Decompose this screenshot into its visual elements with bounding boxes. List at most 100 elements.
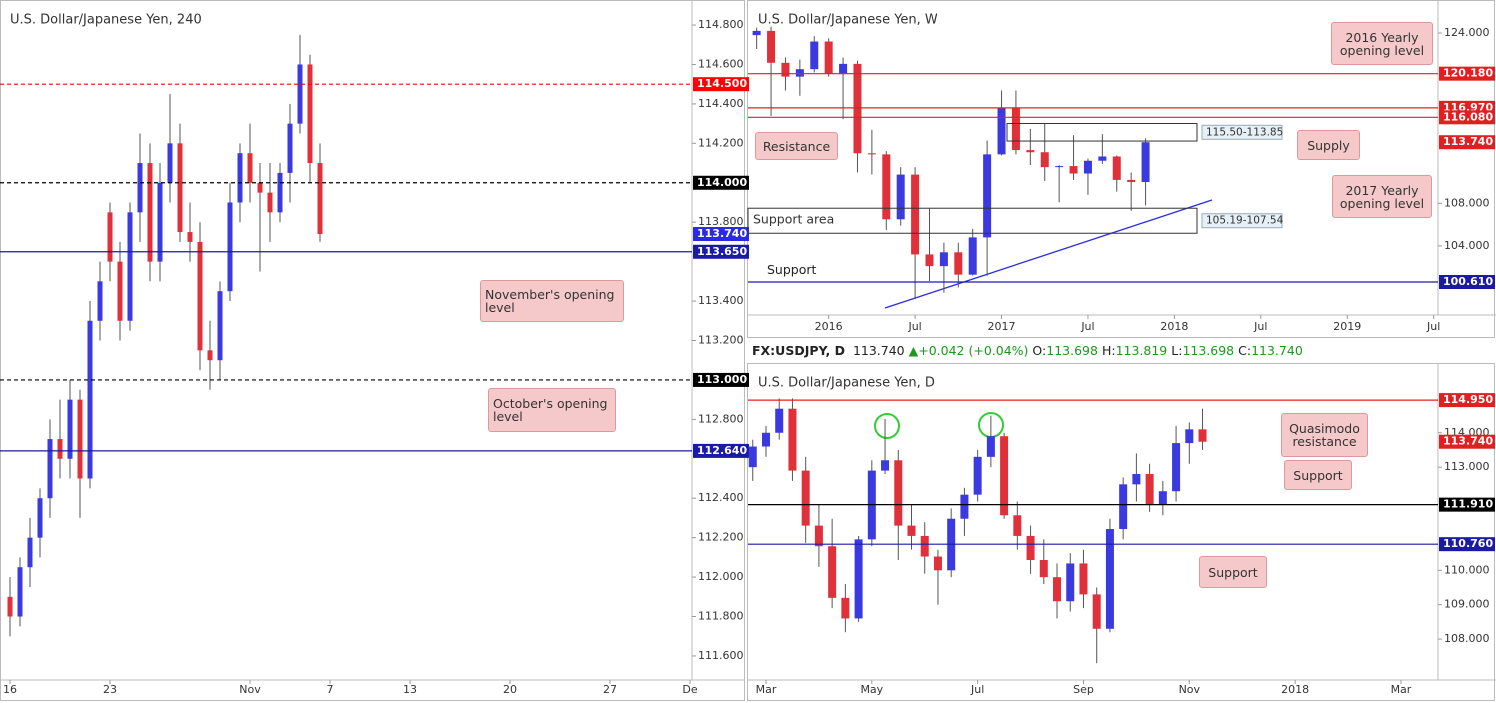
zone-tag-bg xyxy=(1201,213,1283,229)
candle-body xyxy=(197,241,203,351)
annotation: Support xyxy=(767,262,817,277)
y-tick-label: 124.000 xyxy=(1444,26,1490,39)
candle-body xyxy=(1053,577,1062,602)
annotation: November's opening level xyxy=(480,280,624,322)
price-tag-label: 114.000 xyxy=(697,176,747,189)
y-tick-label: 104.000 xyxy=(1444,239,1490,252)
candle-body xyxy=(781,62,790,77)
x-tick-label: 7 xyxy=(327,683,334,696)
price-tag-label: 114.950 xyxy=(1443,393,1493,406)
panel-frame xyxy=(747,363,1495,701)
price-tag-label: 114.500 xyxy=(697,77,747,90)
x-tick-label: 2018 xyxy=(1281,683,1309,696)
candle-body xyxy=(788,408,797,471)
candle-body xyxy=(1132,474,1141,485)
zone-range-label: 115.50-113.85 xyxy=(1206,126,1283,138)
price-tag-label: 120.180 xyxy=(1443,67,1493,80)
annotation: 2016 Yearly opening level xyxy=(1331,22,1433,65)
candle-body xyxy=(748,446,757,468)
y-tick-label: 112.200 xyxy=(698,531,744,544)
y-tick-label: 110.000 xyxy=(1444,563,1490,576)
candle-body xyxy=(1098,156,1107,161)
price-tag-label: 111.910 xyxy=(1443,498,1493,511)
x-tick-label: 2017 xyxy=(988,320,1016,333)
x-tick-label: 16 xyxy=(3,683,17,696)
chart-title: U.S. Dollar/Japanese Yen, D xyxy=(758,376,935,391)
y-tick-label: 114.800 xyxy=(698,18,744,31)
candle-body xyxy=(1055,166,1064,168)
x-tick-label: Nov xyxy=(1179,683,1201,696)
zone-label: Support area xyxy=(753,212,834,227)
x-tick-label: Jul xyxy=(970,683,984,696)
annotation: Supply xyxy=(1297,130,1360,160)
price-tag xyxy=(693,372,749,387)
price-tag xyxy=(1439,66,1495,81)
x-tick-label: Mar xyxy=(756,683,777,696)
candle-body xyxy=(997,107,1006,155)
price-tag xyxy=(693,77,749,92)
chart-title: U.S. Dollar/Japanese Yen, W xyxy=(758,13,938,28)
candle-body xyxy=(907,525,916,536)
candle-body xyxy=(1026,150,1035,153)
price-tag xyxy=(1439,110,1495,125)
candle-body xyxy=(841,597,850,619)
panel-frame xyxy=(0,0,745,701)
candle-body xyxy=(1145,474,1154,505)
x-tick-label: May xyxy=(860,683,883,696)
candle-body xyxy=(1092,594,1101,629)
candle-body xyxy=(839,63,848,74)
candle-body xyxy=(1083,160,1092,174)
annotation: Support xyxy=(1199,556,1267,588)
candle-body xyxy=(67,399,73,459)
x-tick-label: Jul xyxy=(907,320,921,333)
price-tag xyxy=(693,175,749,190)
candle-body xyxy=(87,320,93,479)
x-tick-label: 27 xyxy=(603,683,617,696)
candle-body xyxy=(801,470,810,526)
x-tick-label: 2019 xyxy=(1333,320,1361,333)
candle-body xyxy=(1040,152,1049,168)
ohlc-label: L: xyxy=(1171,343,1183,358)
annotation: Resistance xyxy=(755,132,838,160)
candle-body xyxy=(1172,443,1181,492)
y-tick-label: 113.200 xyxy=(698,333,744,346)
price-tag xyxy=(693,244,749,259)
candle-body xyxy=(1185,429,1194,444)
candle-body xyxy=(247,153,253,183)
candle-body xyxy=(1105,529,1114,629)
candle-body xyxy=(1000,436,1009,516)
candle-body xyxy=(1026,535,1035,560)
price-tag-label: 112.640 xyxy=(697,444,747,457)
candle-body xyxy=(761,432,770,447)
ohlc-value: 113.740 xyxy=(1251,343,1303,358)
candle-body xyxy=(1079,563,1088,595)
plot-area xyxy=(748,398,1207,664)
x-tick-label: 2016 xyxy=(815,320,843,333)
candle-body xyxy=(1013,515,1022,536)
x-tick-label: Nov xyxy=(239,683,261,696)
candle-body xyxy=(968,237,977,275)
y-tick-label: 108.000 xyxy=(1444,196,1490,209)
candle-body xyxy=(227,202,233,292)
highlight-circle xyxy=(874,413,900,439)
ohlc-label: H: xyxy=(1101,343,1116,358)
candle-body xyxy=(77,399,83,479)
candle-body xyxy=(810,41,819,70)
y-tick-label: 112.800 xyxy=(698,412,744,425)
x-tick-label: 23 xyxy=(103,683,117,696)
price-tag xyxy=(1439,274,1495,289)
candle-body xyxy=(882,154,891,220)
candle-body xyxy=(257,182,263,193)
price-tag xyxy=(1439,393,1495,408)
candle-body xyxy=(1039,559,1048,578)
price-tag-label: 113.000 xyxy=(697,373,747,386)
candle-body xyxy=(896,174,905,220)
candle-body xyxy=(1112,156,1121,180)
x-tick-label: 13 xyxy=(403,683,417,696)
zone-tag-bg xyxy=(1201,124,1283,140)
price-tag-label: 110.760 xyxy=(1443,537,1493,550)
candle-body xyxy=(795,69,804,77)
price-tag-label: 113.740 xyxy=(697,227,747,240)
